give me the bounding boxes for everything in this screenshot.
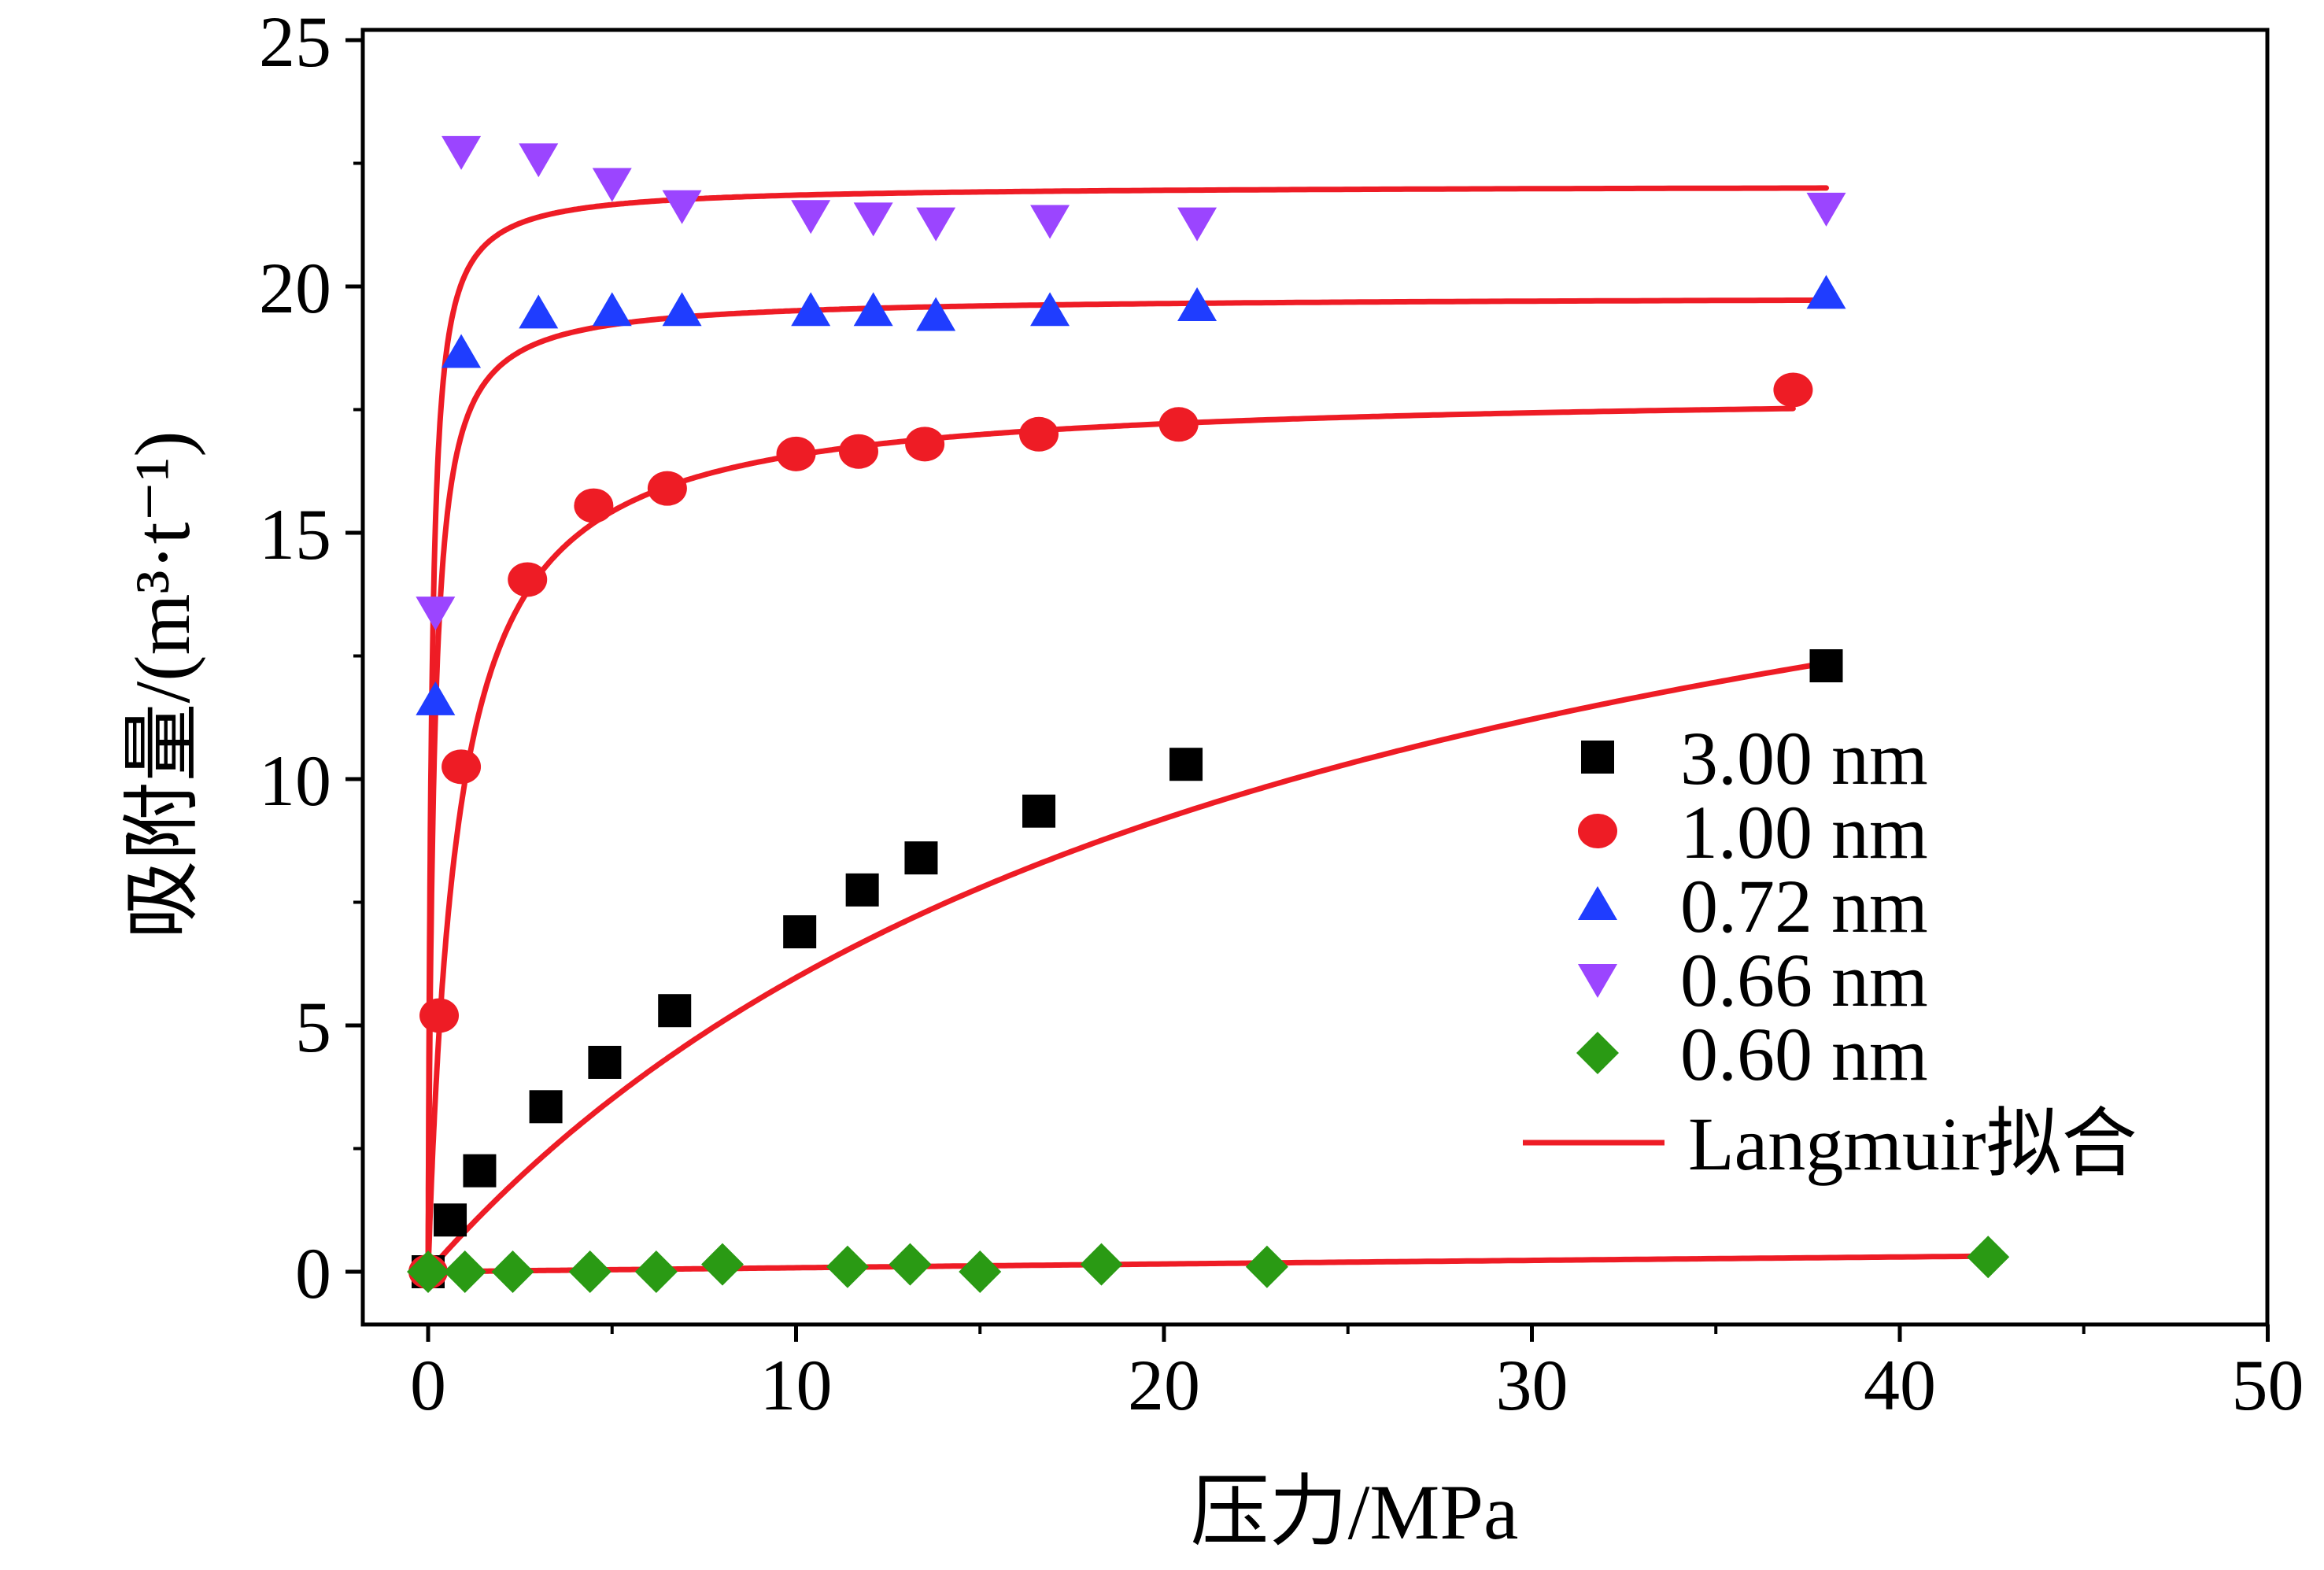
data-point	[1809, 649, 1843, 683]
data-markers	[407, 135, 2010, 1293]
data-point	[443, 1250, 486, 1293]
series-diamond	[407, 1236, 2010, 1293]
data-point	[1177, 287, 1217, 322]
data-point	[662, 190, 702, 224]
data-point	[588, 1045, 622, 1079]
y-axis: 0 5 10 15 20 25	[259, 2, 363, 1313]
data-point	[838, 434, 878, 469]
data-point	[519, 143, 559, 178]
data-point	[1806, 275, 1846, 309]
data-point	[1080, 1243, 1123, 1286]
data-point	[419, 998, 460, 1033]
data-point	[592, 168, 632, 202]
data-point	[889, 1243, 932, 1286]
legend-marker	[1578, 814, 1617, 848]
legend-marker	[1581, 741, 1614, 774]
plot-border	[360, 28, 2270, 1327]
x-tick-label: 20	[1128, 1345, 1200, 1425]
data-point	[508, 562, 548, 597]
data-point	[1158, 407, 1199, 442]
data-point	[853, 202, 893, 237]
langmuir-fit-curve	[425, 185, 1829, 1275]
y-tick-label: 15	[259, 494, 331, 574]
data-point	[826, 1245, 869, 1288]
data-point	[519, 294, 559, 329]
data-point	[791, 292, 831, 327]
data-point	[1030, 205, 1070, 239]
data-point	[529, 1090, 563, 1124]
legend-label: 3.00 nm	[1680, 716, 1928, 800]
data-point	[1019, 416, 1059, 452]
series-square	[412, 649, 1843, 1288]
legend-label: 0.66 nm	[1680, 938, 1928, 1022]
x-tick-label: 50	[2232, 1345, 2304, 1425]
data-point	[416, 681, 456, 715]
data-point	[701, 1243, 744, 1286]
legend-label: 0.60 nm	[1680, 1012, 1928, 1096]
y-tick-label: 20	[259, 248, 331, 328]
langmuir-fit-curve	[425, 659, 1829, 1275]
data-point	[416, 597, 456, 631]
langmuir-fit-curve	[425, 297, 1829, 1275]
data-point	[407, 1250, 449, 1293]
legend-marker	[1576, 1032, 1619, 1074]
data-point	[442, 749, 482, 785]
data-point	[1967, 1236, 2010, 1279]
data-point	[916, 297, 956, 331]
x-tick-label: 0	[410, 1345, 446, 1425]
legend-marker	[1578, 886, 1617, 920]
y-tick-label: 10	[259, 741, 331, 821]
x-tick-label: 10	[760, 1345, 833, 1425]
y-tick-label: 25	[259, 2, 331, 82]
legend-marker	[1578, 964, 1617, 998]
x-tick-label: 40	[1864, 1345, 1936, 1425]
legend: 3.00 nm1.00 nm0.72 nm0.66 nm0.60 nmLangm…	[1523, 716, 2137, 1186]
data-point	[647, 471, 687, 506]
data-point	[905, 427, 945, 462]
data-point	[776, 436, 816, 471]
data-point	[634, 1250, 678, 1293]
data-point	[1022, 794, 1056, 828]
y-tick-label: 5	[295, 987, 331, 1067]
data-point	[853, 292, 893, 327]
data-point	[1245, 1245, 1288, 1288]
data-point	[592, 292, 632, 327]
data-point	[442, 334, 482, 368]
x-tick-label: 30	[1496, 1345, 1568, 1425]
series-triangle-up	[416, 275, 1846, 715]
data-point	[845, 873, 879, 907]
data-point	[783, 915, 817, 949]
data-point	[574, 488, 614, 523]
data-point	[568, 1250, 611, 1293]
x-axis-title: 压力/MPa	[1191, 1468, 1519, 1556]
data-point	[904, 841, 938, 875]
data-point	[791, 200, 831, 235]
data-point	[434, 1203, 467, 1237]
legend-label: 1.00 nm	[1680, 790, 1928, 874]
data-point	[1169, 748, 1203, 781]
data-point	[1773, 372, 1813, 408]
data-point	[491, 1250, 534, 1293]
y-axis-title: 吸附量/(m³·t⁻¹)	[119, 431, 206, 940]
data-point	[658, 994, 692, 1028]
data-point	[1806, 192, 1846, 227]
data-point	[1030, 292, 1070, 327]
data-point	[463, 1154, 497, 1188]
data-point	[442, 135, 482, 170]
data-point	[916, 207, 956, 242]
data-point	[662, 292, 702, 327]
data-point	[959, 1250, 1002, 1293]
plot-frame	[360, 28, 2270, 1327]
x-axis: 0 10 20 30 40 50	[410, 1324, 2304, 1425]
legend-label: 0.72 nm	[1680, 864, 1928, 948]
legend-fit-label: Langmuir拟合	[1688, 1102, 2137, 1186]
data-point	[1177, 207, 1217, 242]
series-triangle-down	[416, 135, 1846, 631]
y-tick-label: 0	[295, 1233, 331, 1313]
